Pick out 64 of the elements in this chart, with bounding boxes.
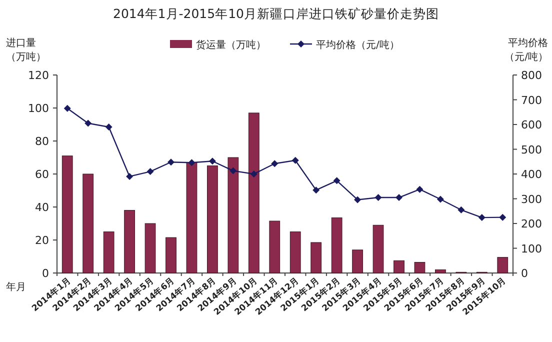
bar <box>352 250 363 274</box>
point <box>292 156 299 164</box>
bar <box>207 166 218 274</box>
chart-title: 2014年1月-2015年10月新疆口岸进口铁矿砂量价走势图 <box>113 6 439 21</box>
point <box>333 177 340 184</box>
bar <box>310 242 322 274</box>
point <box>499 214 506 221</box>
point <box>168 158 174 166</box>
point <box>458 206 465 214</box>
bar <box>186 162 198 274</box>
y2-tick-label: 300 <box>521 192 542 206</box>
bar <box>166 237 176 274</box>
bar <box>124 210 135 274</box>
point <box>188 159 196 166</box>
point <box>416 186 424 193</box>
y-tick-label: 40 <box>35 201 49 214</box>
y2-tick-label: 100 <box>521 242 542 256</box>
y2-axis-title: 平均价格（元/吨） <box>504 37 548 63</box>
y2-tick-label: 400 <box>521 168 542 181</box>
point <box>354 196 362 204</box>
bar <box>331 217 342 274</box>
legend-label: 平均价格（元/吨） <box>316 39 400 51</box>
y-axis-title: 进口量（万吨） <box>6 37 46 63</box>
y-tick-label: 80 <box>35 135 49 148</box>
point <box>208 158 216 165</box>
legend-label: 货运量（万吨） <box>196 39 266 51</box>
bar <box>435 269 446 274</box>
y2-tick-label: 700 <box>521 94 542 107</box>
point <box>271 160 278 168</box>
bar <box>248 112 260 274</box>
point <box>105 123 112 130</box>
point <box>374 194 382 202</box>
point <box>478 214 486 222</box>
bar <box>144 223 156 274</box>
point <box>230 167 237 174</box>
bar <box>103 232 114 274</box>
y-tick-label: 60 <box>35 168 49 181</box>
y2-tick-label: 600 <box>521 118 542 132</box>
x-axis-title: 年月 <box>6 281 26 293</box>
point <box>146 168 154 176</box>
bar <box>82 174 94 274</box>
bar <box>414 262 426 274</box>
point <box>436 196 444 203</box>
point <box>64 104 71 112</box>
bar <box>497 257 508 274</box>
bar <box>269 220 280 274</box>
y2-tick-label: 200 <box>521 218 542 230</box>
point <box>126 172 134 180</box>
bar <box>372 224 384 274</box>
y-tick-label: 20 <box>35 234 49 247</box>
bar <box>228 157 239 274</box>
y2-tick-label: 800 <box>521 69 542 82</box>
point <box>250 170 258 178</box>
y-tick-label: 0 <box>42 267 49 280</box>
y-tick-label: 100 <box>28 102 49 115</box>
y-tick-label: 120 <box>28 69 49 82</box>
point <box>396 194 402 202</box>
y2-tick-label: 500 <box>521 143 542 156</box>
bar <box>290 232 301 274</box>
bar <box>394 260 404 274</box>
y2-tick-label: 0 <box>521 267 528 280</box>
bar <box>62 156 73 274</box>
point <box>312 186 320 194</box>
point <box>84 120 92 127</box>
